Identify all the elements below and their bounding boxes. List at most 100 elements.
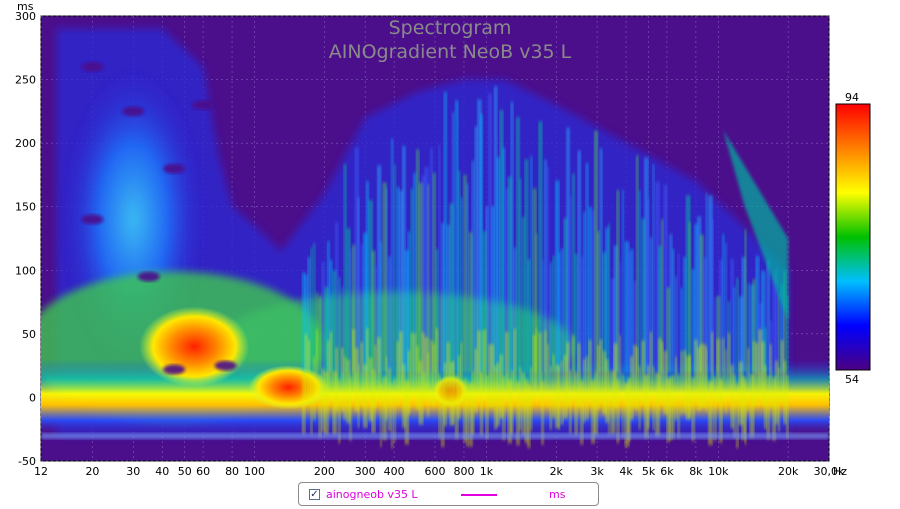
- decay-streak-hot: [530, 367, 533, 431]
- decay-streak-hot: [382, 376, 387, 440]
- decay-streak: [722, 233, 725, 372]
- decay-streak-hot: [744, 380, 747, 445]
- resonance-blob: [137, 271, 160, 282]
- decay-streak-hot: [630, 356, 634, 420]
- decay-streak-hot: [396, 341, 400, 406]
- decay-streak: [621, 189, 624, 372]
- bottom-fringe: [41, 433, 829, 440]
- decay-streak: [655, 181, 660, 372]
- decay-streak: [774, 268, 779, 372]
- decay-streak-hot: [705, 348, 708, 412]
- decay-streak-hot: [560, 361, 564, 425]
- decay-streak-hot: [546, 344, 550, 408]
- decay-streak: [491, 206, 495, 372]
- decay-streak: [535, 233, 538, 372]
- decay-streak: [697, 216, 702, 372]
- decay-streak: [357, 197, 360, 372]
- decay-streak: [379, 241, 382, 372]
- decay-streak: [393, 164, 396, 372]
- decay-streak-hot: [602, 350, 607, 415]
- decay-streak-hot: [730, 364, 734, 429]
- decay-streak-hot: [471, 371, 475, 436]
- decay-streak-hot: [446, 342, 451, 406]
- decay-streak-hot: [521, 372, 526, 436]
- decay-streak: [457, 170, 461, 372]
- x-axis-ticks: 12 20 30 40 50 60 80 100 200 300 400 600 800 1k 2k 3k 4k…: [34, 465, 845, 478]
- decay-streak: [346, 228, 351, 372]
- decay-streak: [658, 245, 662, 372]
- decay-streak-hot: [722, 337, 725, 402]
- decay-streak-hot: [627, 377, 631, 442]
- decay-streak: [443, 91, 448, 372]
- decay-streak-hot: [680, 350, 683, 415]
- decay-streak: [761, 270, 766, 372]
- decay-streak-hot: [566, 342, 570, 406]
- decay-streak: [574, 253, 578, 372]
- decay-streak: [594, 130, 599, 372]
- decay-streak: [338, 277, 341, 372]
- decay-streak-hot: [468, 383, 473, 447]
- decay-streak-hot: [499, 354, 504, 419]
- decay-streak: [424, 167, 429, 372]
- chart-title: Spectrogram: [389, 17, 512, 39]
- x-tick-label: 50: [178, 465, 192, 478]
- decay-streak: [488, 93, 492, 373]
- decay-streak: [663, 184, 668, 372]
- decay-streak: [580, 255, 584, 372]
- legend-series-checkbox[interactable]: ✓: [309, 489, 320, 500]
- x-tick-label: 8k: [689, 465, 703, 478]
- decay-streak-hot: [538, 332, 543, 397]
- decay-streak-hot: [307, 340, 311, 404]
- decay-streak-hot: [371, 369, 376, 434]
- decay-streak-hot: [388, 367, 392, 432]
- decay-streak: [441, 222, 445, 372]
- decay-streak-hot: [368, 357, 373, 422]
- decay-streak: [388, 256, 392, 372]
- decay-streak-hot: [685, 356, 691, 420]
- decay-streak-hot: [488, 344, 492, 408]
- decay-streak: [466, 183, 469, 372]
- decay-streak-hot: [677, 374, 680, 439]
- decay-streak-hot: [741, 376, 746, 440]
- decay-streak: [527, 259, 531, 372]
- decay-streak: [365, 181, 369, 372]
- decay-streak-hot: [710, 332, 714, 396]
- decay-streak-hot: [518, 367, 522, 431]
- x-tick-label: 2k: [550, 465, 564, 478]
- decay-streak: [710, 219, 714, 372]
- decay-streak-hot: [605, 359, 609, 423]
- decay-streak: [321, 261, 325, 372]
- decay-streak: [688, 221, 692, 372]
- decay-streak-hot: [688, 354, 692, 418]
- decay-streak-hot: [496, 362, 501, 426]
- decay-streak: [385, 188, 388, 372]
- decay-streak: [577, 150, 582, 372]
- decay-streak-hot: [555, 364, 560, 429]
- decay-streak: [635, 155, 639, 372]
- decay-streak-hot: [332, 371, 337, 435]
- decay-streak: [699, 234, 704, 372]
- decay-streak: [630, 248, 634, 372]
- decay-streak: [724, 242, 727, 372]
- decay-streak: [738, 296, 744, 372]
- decay-streak-hot: [541, 381, 544, 445]
- legend-series-line: [461, 494, 497, 496]
- decay-streak: [566, 127, 570, 372]
- x-tick-label: 100: [244, 465, 265, 478]
- decay-streak: [638, 190, 641, 372]
- chart-subtitle: AINOgradient NeoB v35 L: [329, 41, 572, 63]
- decay-streak-hot: [527, 384, 531, 449]
- spectrogram-heatmap: [41, 28, 829, 449]
- decay-streak-hot: [457, 355, 461, 420]
- decay-streak: [685, 195, 691, 372]
- decay-streak-hot: [596, 345, 600, 409]
- resonance-blob: [81, 61, 104, 72]
- decay-streak: [513, 247, 517, 372]
- decay-streak: [421, 175, 426, 372]
- decay-streak-hot: [479, 372, 484, 437]
- decay-streak: [613, 245, 618, 372]
- decay-streak: [518, 178, 522, 372]
- decay-streak: [766, 260, 771, 372]
- decay-streak: [446, 224, 451, 372]
- decay-streak-hot: [427, 352, 430, 417]
